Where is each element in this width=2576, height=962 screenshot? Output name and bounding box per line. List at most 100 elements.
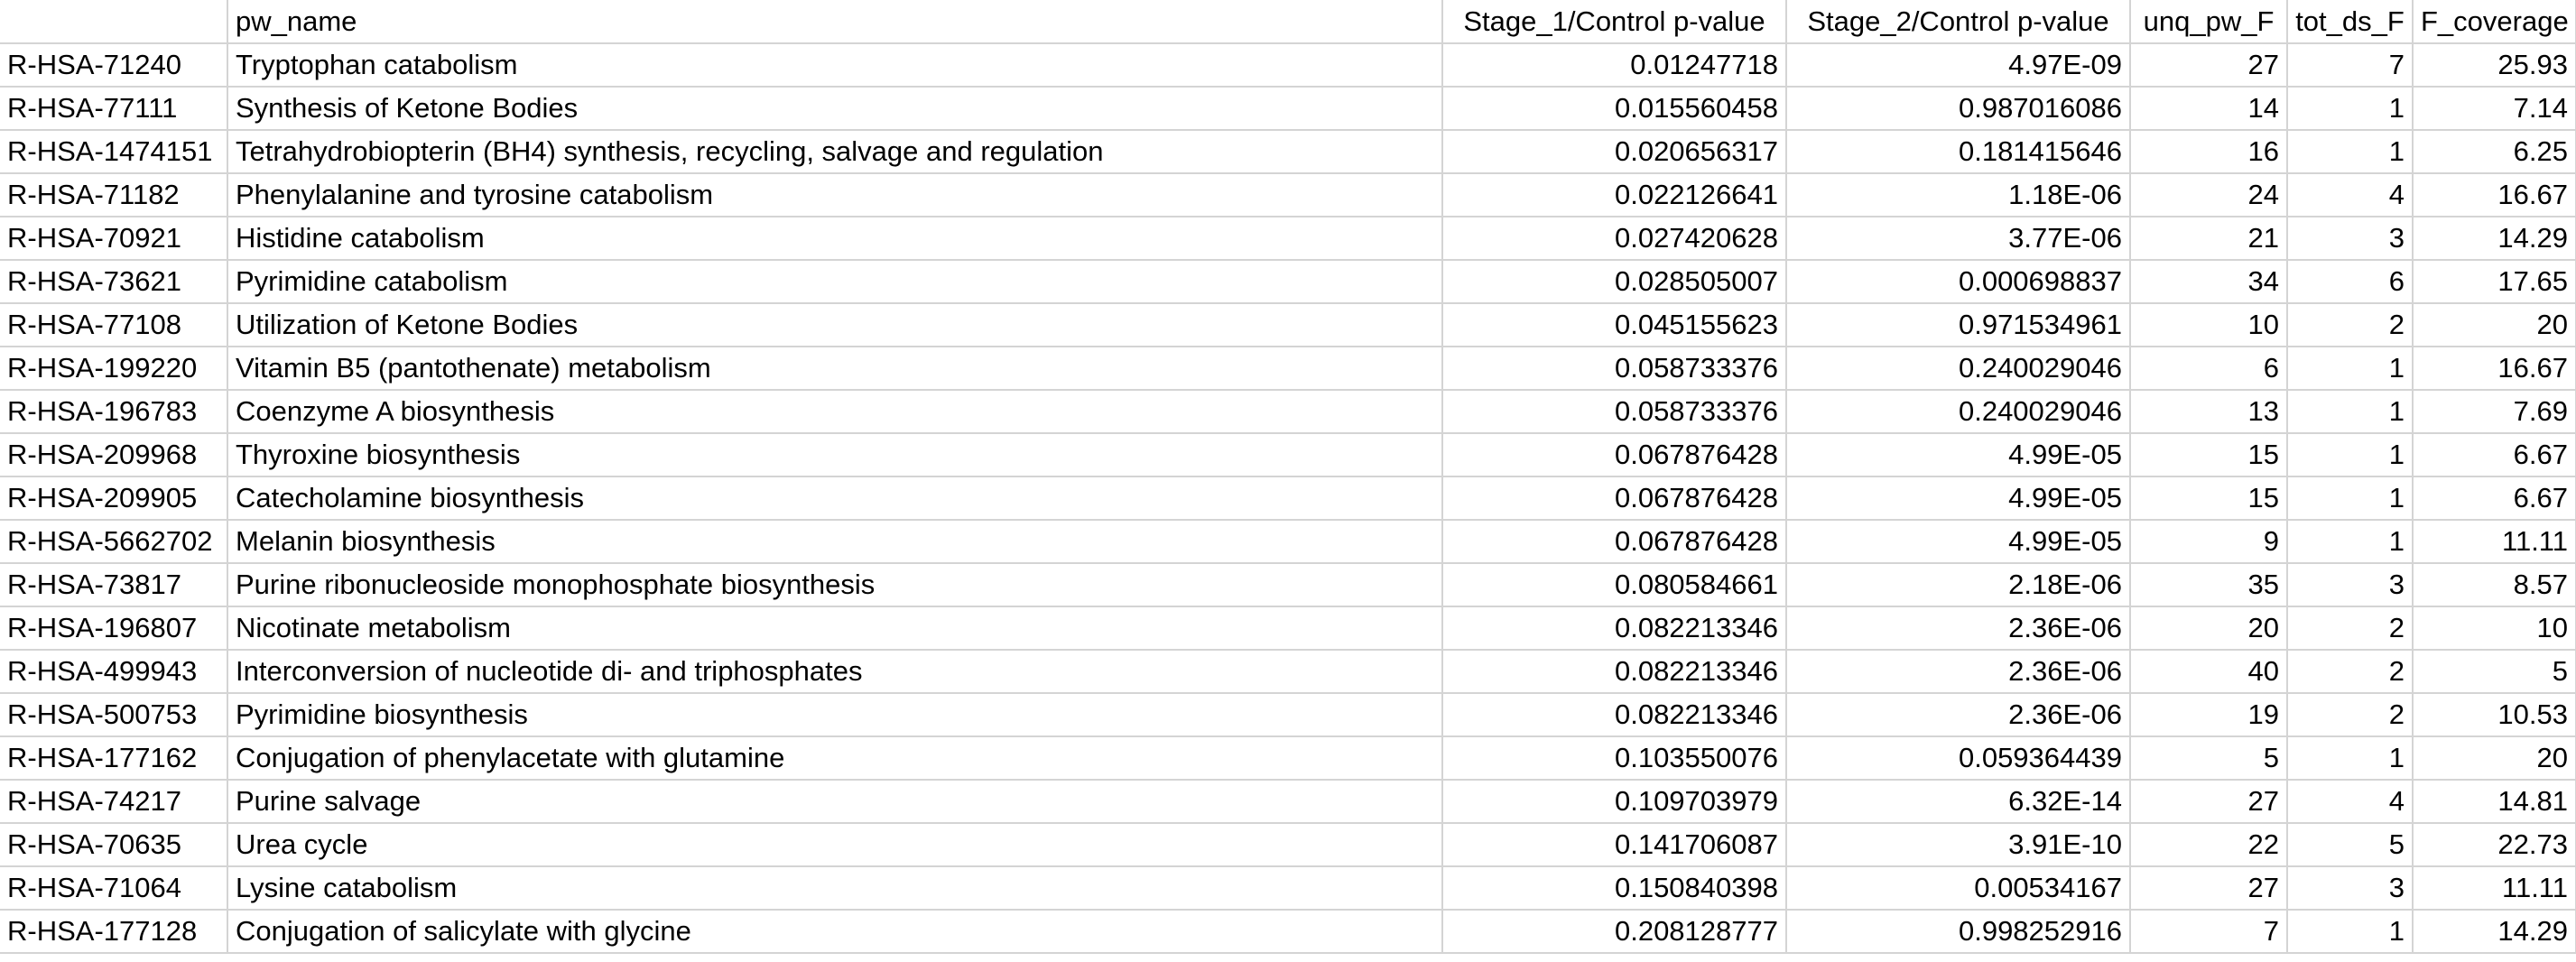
cell-id[interactable]: R-HSA-199220 (0, 346, 228, 391)
cell-tot-ds-f[interactable]: 7 (2286, 42, 2414, 88)
cell-stage1-pvalue[interactable]: 0.080584661 (1441, 562, 1787, 607)
cell-f-coverage[interactable]: 16.67 (2412, 346, 2576, 391)
cell-pw-name[interactable]: Nicotinate metabolism (227, 606, 1443, 651)
cell-stage2-pvalue[interactable]: 0.059364439 (1785, 735, 2131, 781)
cell-id[interactable]: R-HSA-70921 (0, 216, 228, 261)
cell-stage1-pvalue[interactable]: 0.109703979 (1441, 779, 1787, 824)
cell-tot-ds-f[interactable]: 2 (2286, 692, 2414, 737)
cell-tot-ds-f[interactable]: 1 (2286, 735, 2414, 781)
cell-f-coverage[interactable]: 6.67 (2412, 432, 2576, 477)
cell-stage1-pvalue[interactable]: 0.058733376 (1441, 346, 1787, 391)
cell-tot-ds-f[interactable]: 3 (2286, 865, 2414, 911)
cell-unq-pw-f[interactable]: 35 (2129, 562, 2288, 607)
cell-pw-name[interactable]: Pyrimidine catabolism (227, 259, 1443, 304)
cell-pw-name[interactable]: Coenzyme A biosynthesis (227, 389, 1443, 434)
header-cell-pw-name[interactable]: pw_name (227, 0, 1443, 44)
cell-stage1-pvalue[interactable]: 0.067876428 (1441, 519, 1787, 564)
cell-stage2-pvalue[interactable]: 2.36E-06 (1785, 606, 2131, 651)
header-cell-unq-pw-f[interactable]: unq_pw_F (2129, 0, 2288, 44)
cell-tot-ds-f[interactable]: 1 (2286, 476, 2414, 521)
cell-stage2-pvalue[interactable]: 0.240029046 (1785, 389, 2131, 434)
cell-id[interactable]: R-HSA-71064 (0, 865, 228, 911)
cell-id[interactable]: R-HSA-177162 (0, 735, 228, 781)
header-cell-id[interactable] (0, 0, 228, 44)
cell-stage2-pvalue[interactable]: 3.91E-10 (1785, 822, 2131, 867)
cell-stage1-pvalue[interactable]: 0.082213346 (1441, 606, 1787, 651)
cell-tot-ds-f[interactable]: 1 (2286, 389, 2414, 434)
cell-unq-pw-f[interactable]: 27 (2129, 42, 2288, 88)
cell-stage2-pvalue[interactable]: 4.99E-05 (1785, 432, 2131, 477)
cell-tot-ds-f[interactable]: 1 (2286, 519, 2414, 564)
cell-unq-pw-f[interactable]: 34 (2129, 259, 2288, 304)
cell-f-coverage[interactable]: 7.69 (2412, 389, 2576, 434)
cell-stage2-pvalue[interactable]: 0.00534167 (1785, 865, 2131, 911)
cell-stage1-pvalue[interactable]: 0.027420628 (1441, 216, 1787, 261)
cell-pw-name[interactable]: Utilization of Ketone Bodies (227, 302, 1443, 347)
cell-tot-ds-f[interactable]: 2 (2286, 606, 2414, 651)
cell-unq-pw-f[interactable]: 22 (2129, 822, 2288, 867)
cell-f-coverage[interactable]: 14.29 (2412, 909, 2576, 954)
cell-unq-pw-f[interactable]: 7 (2129, 909, 2288, 954)
cell-stage2-pvalue[interactable]: 0.181415646 (1785, 129, 2131, 174)
cell-pw-name[interactable]: Vitamin B5 (pantothenate) metabolism (227, 346, 1443, 391)
cell-stage1-pvalue[interactable]: 0.028505007 (1441, 259, 1787, 304)
cell-unq-pw-f[interactable]: 14 (2129, 86, 2288, 131)
cell-f-coverage[interactable]: 6.25 (2412, 129, 2576, 174)
cell-unq-pw-f[interactable]: 40 (2129, 649, 2288, 694)
cell-id[interactable]: R-HSA-1474151 (0, 129, 228, 174)
cell-stage1-pvalue[interactable]: 0.045155623 (1441, 302, 1787, 347)
cell-pw-name[interactable]: Purine salvage (227, 779, 1443, 824)
cell-f-coverage[interactable]: 7.14 (2412, 86, 2576, 131)
cell-unq-pw-f[interactable]: 27 (2129, 779, 2288, 824)
cell-stage2-pvalue[interactable]: 6.32E-14 (1785, 779, 2131, 824)
cell-id[interactable]: R-HSA-71182 (0, 172, 228, 217)
cell-stage1-pvalue[interactable]: 0.015560458 (1441, 86, 1787, 131)
cell-unq-pw-f[interactable]: 5 (2129, 735, 2288, 781)
cell-stage1-pvalue[interactable]: 0.103550076 (1441, 735, 1787, 781)
cell-f-coverage[interactable]: 5 (2412, 649, 2576, 694)
cell-id[interactable]: R-HSA-73621 (0, 259, 228, 304)
cell-pw-name[interactable]: Tetrahydrobiopterin (BH4) synthesis, rec… (227, 129, 1443, 174)
cell-unq-pw-f[interactable]: 24 (2129, 172, 2288, 217)
cell-pw-name[interactable]: Lysine catabolism (227, 865, 1443, 911)
cell-id[interactable]: R-HSA-74217 (0, 779, 228, 824)
cell-id[interactable]: R-HSA-500753 (0, 692, 228, 737)
cell-id[interactable]: R-HSA-70635 (0, 822, 228, 867)
cell-f-coverage[interactable]: 20 (2412, 302, 2576, 347)
cell-tot-ds-f[interactable]: 3 (2286, 562, 2414, 607)
cell-tot-ds-f[interactable]: 1 (2286, 909, 2414, 954)
cell-f-coverage[interactable]: 10.53 (2412, 692, 2576, 737)
header-cell-tot-ds-f[interactable]: tot_ds_F (2286, 0, 2414, 44)
cell-tot-ds-f[interactable]: 1 (2286, 432, 2414, 477)
cell-tot-ds-f[interactable]: 2 (2286, 302, 2414, 347)
cell-tot-ds-f[interactable]: 1 (2286, 129, 2414, 174)
cell-pw-name[interactable]: Synthesis of Ketone Bodies (227, 86, 1443, 131)
cell-tot-ds-f[interactable]: 4 (2286, 779, 2414, 824)
cell-unq-pw-f[interactable]: 10 (2129, 302, 2288, 347)
cell-pw-name[interactable]: Conjugation of salicylate with glycine (227, 909, 1443, 954)
header-cell-stage2-pvalue[interactable]: Stage_2/Control p-value (1785, 0, 2131, 44)
cell-id[interactable]: R-HSA-71240 (0, 42, 228, 88)
cell-tot-ds-f[interactable]: 1 (2286, 346, 2414, 391)
cell-unq-pw-f[interactable]: 9 (2129, 519, 2288, 564)
cell-tot-ds-f[interactable]: 5 (2286, 822, 2414, 867)
cell-pw-name[interactable]: Melanin biosynthesis (227, 519, 1443, 564)
cell-stage1-pvalue[interactable]: 0.067876428 (1441, 476, 1787, 521)
cell-pw-name[interactable]: Phenylalanine and tyrosine catabolism (227, 172, 1443, 217)
cell-id[interactable]: R-HSA-196807 (0, 606, 228, 651)
cell-tot-ds-f[interactable]: 2 (2286, 649, 2414, 694)
cell-id[interactable]: R-HSA-196783 (0, 389, 228, 434)
cell-id[interactable]: R-HSA-499943 (0, 649, 228, 694)
cell-stage1-pvalue[interactable]: 0.082213346 (1441, 649, 1787, 694)
cell-id[interactable]: R-HSA-77108 (0, 302, 228, 347)
cell-unq-pw-f[interactable]: 27 (2129, 865, 2288, 911)
cell-pw-name[interactable]: Catecholamine biosynthesis (227, 476, 1443, 521)
cell-f-coverage[interactable]: 11.11 (2412, 519, 2576, 564)
cell-pw-name[interactable]: Histidine catabolism (227, 216, 1443, 261)
cell-pw-name[interactable]: Purine ribonucleoside monophosphate bios… (227, 562, 1443, 607)
cell-id[interactable]: R-HSA-177128 (0, 909, 228, 954)
cell-stage1-pvalue[interactable]: 0.022126641 (1441, 172, 1787, 217)
cell-stage2-pvalue[interactable]: 0.971534961 (1785, 302, 2131, 347)
cell-unq-pw-f[interactable]: 15 (2129, 476, 2288, 521)
cell-stage1-pvalue[interactable]: 0.01247718 (1441, 42, 1787, 88)
